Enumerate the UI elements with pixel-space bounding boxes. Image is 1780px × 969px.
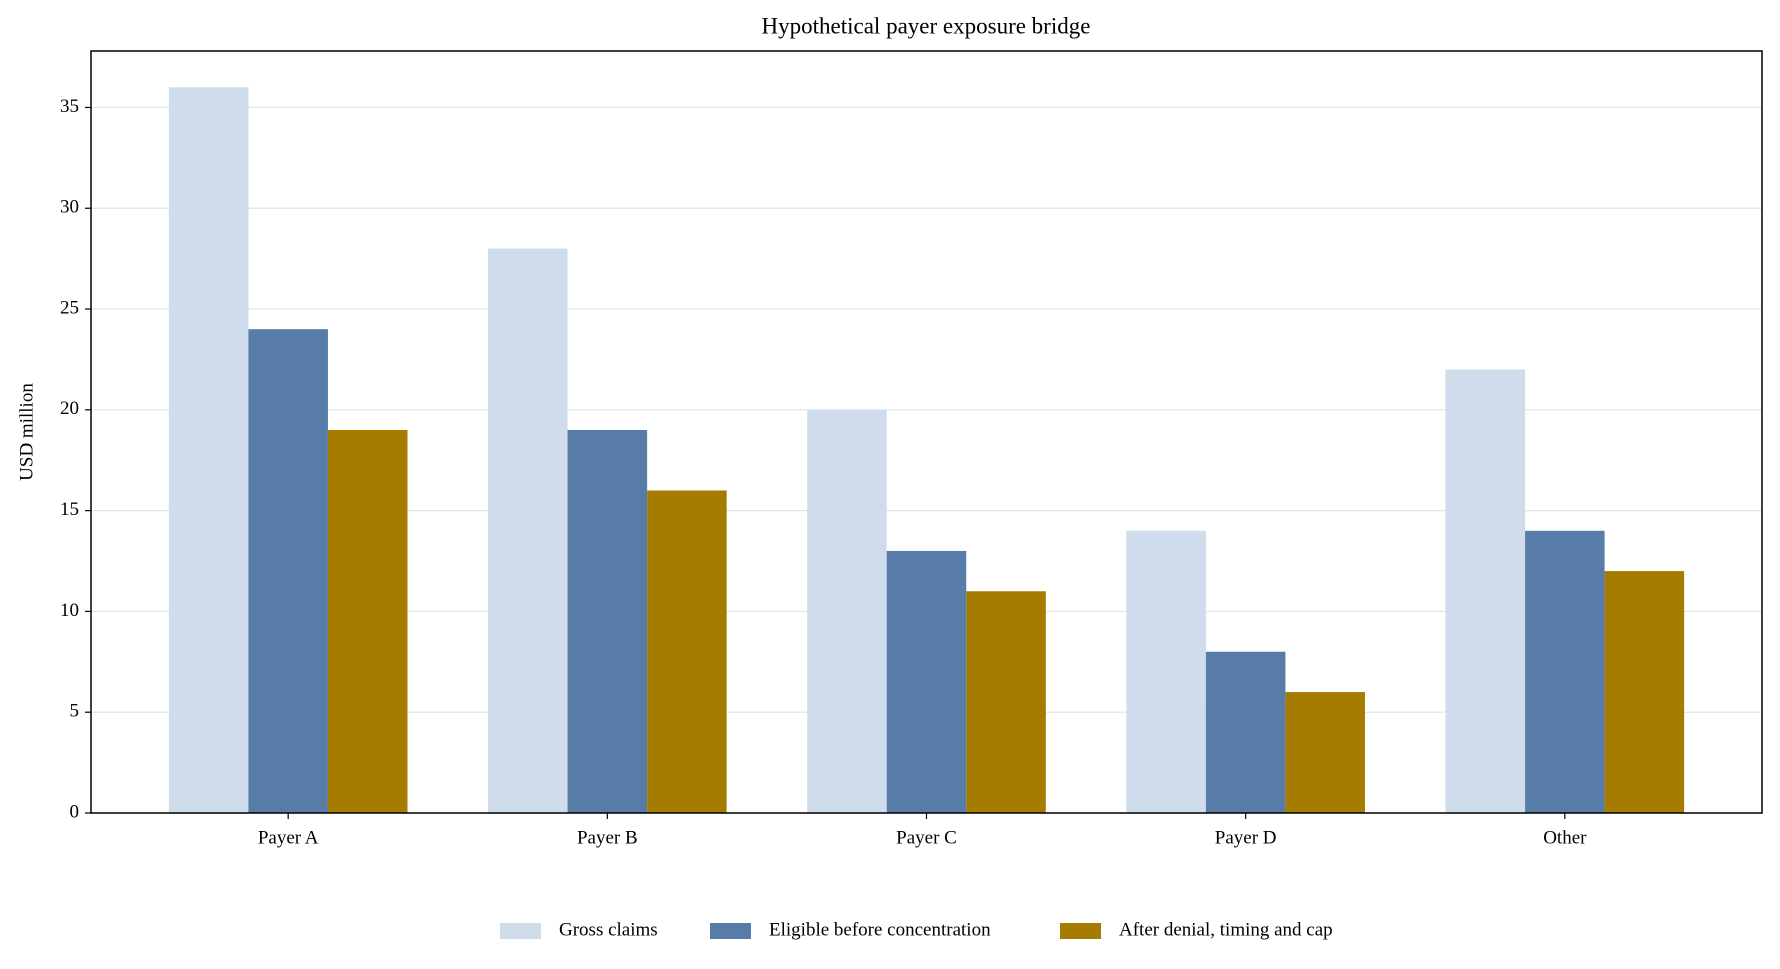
bar — [1525, 530, 1605, 813]
y-axis-label: USD million — [16, 383, 37, 481]
y-tick-label: 5 — [70, 701, 80, 722]
bar — [248, 329, 328, 813]
bar — [807, 409, 887, 813]
legend-swatch — [710, 923, 751, 939]
bar — [1285, 692, 1365, 813]
y-tick-label: 20 — [60, 398, 79, 419]
bar — [1126, 530, 1206, 813]
y-tick-label: 30 — [60, 197, 79, 218]
bar — [1445, 369, 1526, 813]
y-tick-label: 10 — [60, 600, 79, 621]
x-tick-label: Payer A — [258, 827, 319, 848]
bar — [1604, 571, 1685, 813]
bar — [168, 87, 249, 814]
y-tick-label: 0 — [70, 801, 80, 822]
y-tick-label: 25 — [60, 297, 79, 318]
bar — [1205, 651, 1286, 813]
bar — [966, 591, 1046, 813]
legend-label: After denial, timing and cap — [1119, 919, 1333, 940]
legend-label: Eligible before concentration — [769, 919, 991, 940]
legend-swatch — [1060, 923, 1101, 939]
bar — [327, 429, 408, 813]
x-tick-label: Payer B — [577, 827, 638, 848]
plot-frame — [90, 50, 1763, 814]
bar — [488, 248, 568, 814]
x-tick-label: Payer D — [1215, 827, 1277, 848]
bar — [886, 550, 967, 813]
y-tick-label: 35 — [60, 96, 79, 117]
legend-label: Gross claims — [559, 919, 658, 940]
y-tick-label: 15 — [60, 499, 79, 520]
bar — [647, 490, 727, 813]
x-tick-label: Other — [1543, 827, 1587, 848]
x-tick-label: Payer C — [896, 827, 957, 848]
bar — [567, 429, 648, 813]
chart-title: Hypothetical payer exposure bridge — [762, 13, 1091, 38]
legend-swatch — [500, 923, 541, 939]
